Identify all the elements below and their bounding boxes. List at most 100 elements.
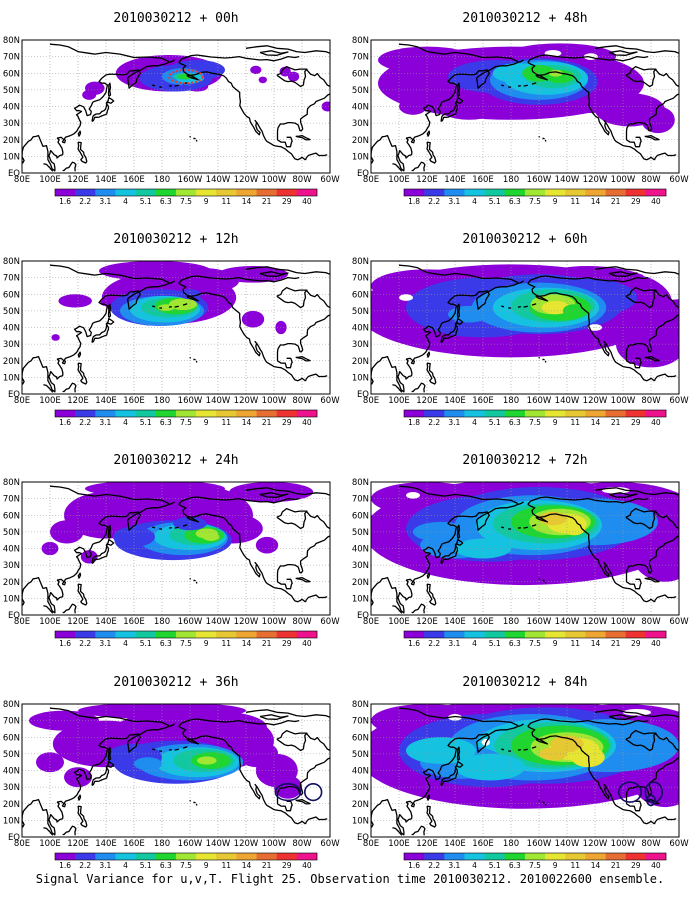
colorbar-label: 9 <box>204 861 209 870</box>
colorbar-swatch <box>424 853 445 860</box>
colorbar-label: 9 <box>204 197 209 206</box>
map-frame <box>370 39 680 174</box>
coastline <box>61 359 67 365</box>
coastline <box>43 827 54 836</box>
colorbar-swatch <box>95 631 116 638</box>
coastline <box>22 798 64 836</box>
panel-title: 2010030212 + 72h <box>462 453 587 468</box>
colorbar-label: 1.6 <box>59 861 71 870</box>
coastline <box>608 492 638 498</box>
colorbar-label: 14 <box>242 861 252 870</box>
colorbar-swatch <box>115 189 136 196</box>
coastline <box>56 59 175 141</box>
colorbar-swatch <box>545 189 566 196</box>
coastline <box>174 526 179 529</box>
colorbar-label: 14 <box>242 418 252 427</box>
coastline <box>43 163 54 172</box>
x-tick-label: 140W <box>206 175 231 185</box>
coastline <box>276 507 308 530</box>
colorbar-label: 4 <box>472 861 477 870</box>
variance-region <box>321 101 330 112</box>
x-tick-label: 100W <box>611 396 636 406</box>
chart-panel: 2010030212 + 36h 80E 100E 120E 140E 160E 180 16… <box>3 675 340 870</box>
coastline <box>531 524 537 527</box>
x-tick-label: 100W <box>611 839 636 849</box>
colorbar-label: 29 <box>631 639 641 648</box>
no-data-region <box>399 294 413 301</box>
colorbar-swatch <box>464 410 485 417</box>
colorbar-swatch <box>645 189 667 196</box>
coastline <box>625 757 679 812</box>
colorbar-label: 7.5 <box>529 639 541 648</box>
y-tick-label: 80N <box>352 36 369 46</box>
y-tick-label: 50N <box>352 307 369 317</box>
colorbar-swatch <box>296 410 318 417</box>
coastline <box>77 130 82 137</box>
colorbar-label: 14 <box>591 418 601 427</box>
colorbar-swatch <box>504 189 526 196</box>
variance-region <box>255 536 279 554</box>
coastline <box>501 305 505 308</box>
x-tick-label: 60W <box>669 175 689 185</box>
chart-panel: 2010030212 + 48h 80E 100E 120E 140E 160E 180 16… <box>352 11 689 206</box>
coastline <box>56 280 175 362</box>
coastline <box>654 732 679 752</box>
y-tick-label: 10N <box>352 373 369 383</box>
x-tick-label: 160E <box>472 617 494 627</box>
x-tick-label: 140E <box>444 396 466 406</box>
x-tick-label: 140E <box>444 839 466 849</box>
colorbar-label: 5.1 <box>489 639 501 648</box>
y-tick-label: 70N <box>352 53 369 63</box>
x-tick-label: 80E <box>363 175 379 185</box>
x-tick-label: 100E <box>39 839 61 849</box>
coastline <box>276 65 308 88</box>
coastline <box>77 141 88 164</box>
coastline <box>454 96 464 105</box>
colorbar-label: 3.1 <box>448 418 460 427</box>
colorbar-label: 2.2 <box>428 418 440 427</box>
colorbar-swatch <box>75 631 96 638</box>
map-frame <box>21 703 331 838</box>
variance-region <box>406 737 476 764</box>
coastline <box>440 545 459 565</box>
x-tick-label: 100W <box>262 396 287 406</box>
coastline <box>195 803 198 806</box>
colorbar-label: 1.6 <box>59 639 71 648</box>
colorbar-swatch <box>135 853 157 860</box>
coastline <box>189 577 192 580</box>
colorbar-swatch <box>504 853 526 860</box>
colorbar-swatch <box>55 189 76 196</box>
chart-panel: 2010030212 + 12h 80E 100E 120E 140E 160E 180 16… <box>3 232 340 427</box>
colorbar-label: 2.2 <box>79 197 91 206</box>
map-area <box>371 40 679 173</box>
colorbar-label: 21 <box>611 418 621 427</box>
coastline <box>426 583 437 606</box>
colorbar-swatch <box>625 631 647 638</box>
colorbar-label: 7.5 <box>180 861 192 870</box>
colorbar-swatch <box>55 853 76 860</box>
coastline <box>193 137 196 140</box>
colorbar-swatch <box>404 853 425 860</box>
colorbar-swatch <box>605 853 626 860</box>
y-tick-label: 20N <box>352 357 369 367</box>
y-tick-label: 50N <box>3 86 20 96</box>
y-tick-label: 60N <box>3 511 20 521</box>
coastline <box>392 605 403 614</box>
colorbar-frame <box>403 852 667 861</box>
coastline <box>49 264 170 284</box>
coastline <box>544 581 547 584</box>
coastline <box>189 799 192 802</box>
coastline <box>195 139 198 142</box>
y-tick-label: 10N <box>3 594 20 604</box>
coastline <box>152 748 156 751</box>
coastline <box>527 503 655 603</box>
colorbar-swatch <box>645 410 667 417</box>
colorbar-swatch <box>296 189 318 196</box>
coastline <box>456 746 461 761</box>
colorbar-swatch <box>296 631 318 638</box>
y-tick-label: EQ <box>8 390 20 400</box>
y-tick-label: 30N <box>352 561 369 571</box>
colorbar-swatch <box>256 631 277 638</box>
coastline <box>276 93 330 148</box>
coastline <box>189 135 192 138</box>
